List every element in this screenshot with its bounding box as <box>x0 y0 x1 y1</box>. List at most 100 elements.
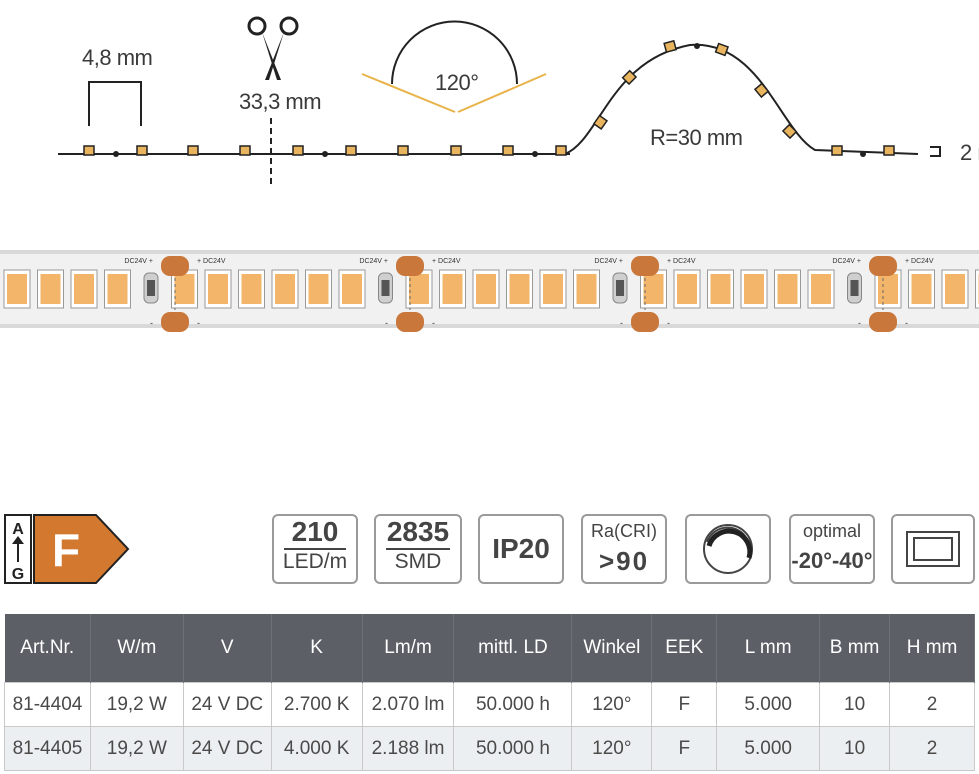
led-chip <box>305 269 332 309</box>
table-cell: 120° <box>571 726 653 771</box>
solder-pad-pair: DC24V + + DC24V - - <box>832 256 934 332</box>
led-density-badge: 210 LED/m <box>272 514 358 584</box>
svg-text:DC24V +: DC24V + <box>594 258 623 265</box>
col-header: V <box>183 614 272 683</box>
svg-text:-: - <box>858 318 861 328</box>
solder-pad-pair: DC24V + + DC24V - - <box>124 256 226 332</box>
col-header: EEK <box>651 614 718 683</box>
table-cell: 24 V DC <box>182 682 272 727</box>
rectangle-profile-icon <box>891 514 975 584</box>
led-chip <box>941 269 969 309</box>
table-cell: 19,2 W <box>89 682 184 727</box>
svg-text:-: - <box>620 318 623 328</box>
led-chip <box>539 269 567 309</box>
col-header: B mm <box>819 614 891 683</box>
table-cell: 19,2 W <box>89 726 184 771</box>
table-cell: 2.188 lm <box>361 726 455 771</box>
led-chip <box>908 269 935 309</box>
table-cell: 5.000 <box>716 726 821 771</box>
table-header-row: Art.Nr. W/m V K Lm/m mittl. LD Winkel EE… <box>4 614 975 683</box>
beam-angle-label: 120° <box>435 70 479 95</box>
table-cell: 10 <box>819 682 891 727</box>
table-cell: 81-4404 <box>4 682 91 727</box>
smd-type-badge: 2835 SMD <box>374 514 462 584</box>
led-chip <box>472 269 500 309</box>
spec-table: Art.Nr. W/m V K Lm/m mittl. LD Winkel EE… <box>4 614 975 771</box>
table-cell: 2 <box>889 726 975 771</box>
svg-text:DC24V +: DC24V + <box>124 258 153 265</box>
diagram-leds <box>83 39 895 156</box>
led-chip <box>204 269 232 309</box>
strip-dimension-diagram <box>58 20 941 184</box>
cri-badge: Ra(CRI) >90 <box>581 514 667 584</box>
dimmable-icon <box>685 514 771 584</box>
scissors-icon <box>247 14 299 89</box>
col-header: mittl. LD <box>453 614 573 683</box>
svg-text:DC24V +: DC24V + <box>832 258 861 265</box>
led-chip <box>506 269 533 309</box>
svg-text:-: - <box>667 318 670 328</box>
col-header: L mm <box>716 614 821 683</box>
table-cell: 2.700 K <box>270 682 363 727</box>
svg-text:+ DC24V: + DC24V <box>432 258 461 265</box>
svg-text:+ DC24V: + DC24V <box>667 258 696 265</box>
led-chip <box>3 269 31 309</box>
led-chip <box>707 269 734 309</box>
table-row: 81-4405 19,2 W 24 V DC 4.000 K 2.188 lm … <box>4 726 975 771</box>
led-chip <box>238 269 265 309</box>
led-chip <box>70 269 98 309</box>
pitch-label: 4,8 mm <box>82 45 153 70</box>
col-header: Lm/m <box>362 614 455 683</box>
svg-text:G: G <box>12 566 24 583</box>
svg-text:-: - <box>197 318 200 328</box>
table-cell: 2.070 lm <box>361 682 455 727</box>
col-header: Art.Nr. <box>4 614 91 683</box>
led-chip <box>673 269 701 309</box>
led-chip <box>104 269 131 309</box>
table-cell: 120° <box>571 682 653 727</box>
led-chip <box>807 269 835 309</box>
table-cell: 5.000 <box>716 682 821 727</box>
cut-length-label: 33,3 mm <box>239 89 322 114</box>
svg-text:-: - <box>385 318 388 328</box>
table-cell: F <box>651 726 718 771</box>
table-cell: F <box>651 682 718 727</box>
solder-pad-pair: DC24V + + DC24V - - <box>594 256 696 332</box>
led-chip <box>740 269 768 309</box>
table-cell: 2 <box>889 682 975 727</box>
svg-text:-: - <box>432 318 435 328</box>
bend-radius-label: R=30 mm <box>650 125 743 150</box>
col-header: K <box>271 614 363 683</box>
led-chip <box>640 269 667 309</box>
thickness-label: 2 mm <box>960 140 979 165</box>
table-cell: 24 V DC <box>182 726 272 771</box>
svg-text:-: - <box>150 318 153 328</box>
col-header: W/m <box>90 614 184 683</box>
led-chip <box>975 269 979 309</box>
led-chip <box>405 269 433 309</box>
svg-text:DC24V +: DC24V + <box>359 258 388 265</box>
led-chip <box>774 269 801 309</box>
led-chip <box>271 269 299 309</box>
led-chip <box>439 269 466 309</box>
table-cell: 50.000 h <box>453 726 573 771</box>
table-cell: 4.000 K <box>270 726 363 771</box>
led-chip <box>171 269 198 309</box>
table-cell: 50.000 h <box>453 682 573 727</box>
solder-pad-pair: DC24V + + DC24V - - <box>359 256 461 332</box>
led-strip-image: DC24V + + DC24V - - DC24V + + DC24V - - DC24V + +… <box>0 250 979 332</box>
svg-text:A: A <box>12 521 24 538</box>
svg-text:-: - <box>905 318 908 328</box>
col-header: Winkel <box>571 614 653 683</box>
led-chip <box>37 269 64 309</box>
col-header: H mm <box>889 614 975 683</box>
temperature-range-badge: optimal -20°-40° <box>789 514 875 584</box>
table-cell: 10 <box>819 726 891 771</box>
table-cell: 81-4405 <box>4 726 91 771</box>
led-chip <box>338 269 366 309</box>
energy-class-letter: F <box>52 524 80 576</box>
energy-class-badge: A G F <box>4 514 130 584</box>
table-row: 81-4404 19,2 W 24 V DC 2.700 K 2.070 lm … <box>4 682 975 727</box>
svg-text:+ DC24V: + DC24V <box>197 258 226 265</box>
ip-rating-badge: IP20 <box>478 514 564 584</box>
